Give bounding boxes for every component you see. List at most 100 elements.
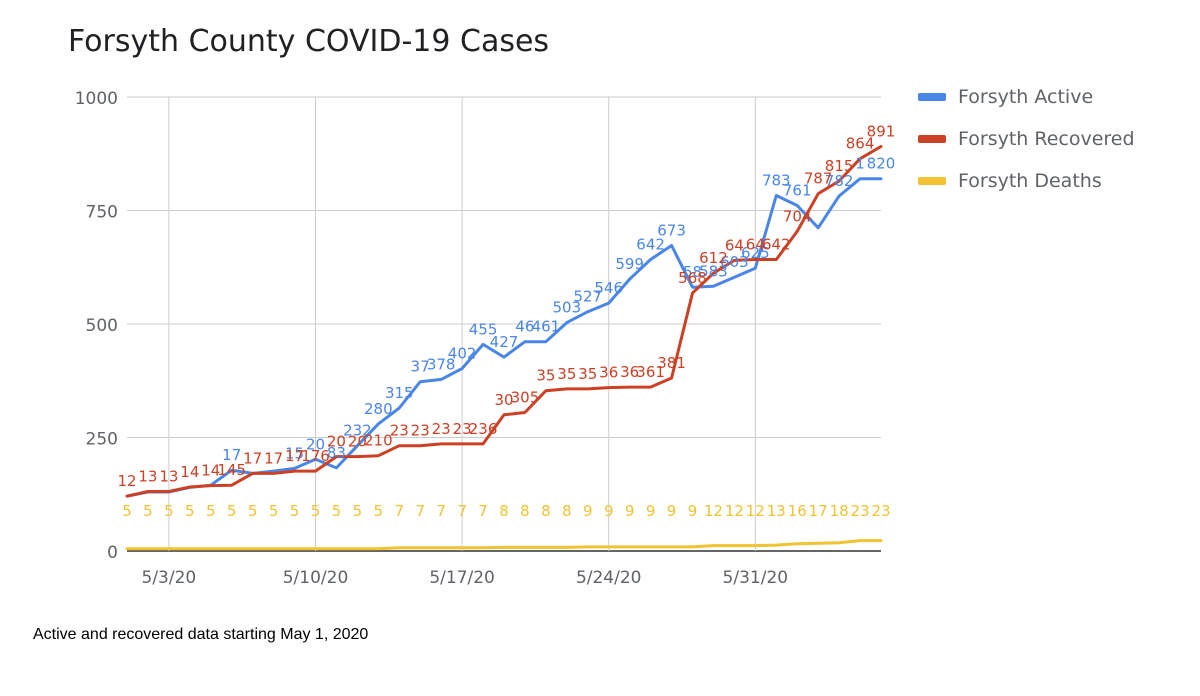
data-label: 20 bbox=[348, 433, 367, 451]
data-label: 625 bbox=[741, 244, 770, 262]
data-label: 20 bbox=[327, 433, 346, 451]
x-tick-label: 5/10/20 bbox=[283, 568, 349, 588]
legend-label: Forsyth Active bbox=[958, 86, 1094, 108]
data-label: 35 bbox=[557, 365, 576, 383]
data-label: 13 bbox=[138, 468, 157, 486]
data-label: 17 bbox=[243, 449, 262, 467]
data-label: 546 bbox=[594, 279, 623, 297]
data-label: 787 bbox=[804, 170, 833, 188]
data-label: 642 bbox=[636, 236, 665, 254]
footnote: Active and recovered data starting May 1… bbox=[33, 626, 369, 643]
data-label: 891 bbox=[867, 122, 896, 140]
data-label: 35 bbox=[536, 367, 555, 385]
data-label: 8 bbox=[520, 502, 530, 520]
data-label: 13 bbox=[767, 502, 786, 520]
data-label: 612 bbox=[699, 249, 728, 267]
data-label: 9 bbox=[583, 502, 593, 520]
data-label: 9 bbox=[646, 502, 656, 520]
x-tick-label: 5/17/20 bbox=[429, 568, 495, 588]
data-label: 12 bbox=[704, 502, 723, 520]
data-label: 783 bbox=[762, 172, 791, 190]
data-label: 14 bbox=[201, 462, 220, 480]
data-label: 8 bbox=[562, 502, 572, 520]
data-label: 5 bbox=[164, 502, 174, 520]
data-label: 64 bbox=[746, 236, 765, 254]
data-label: 7 bbox=[436, 502, 446, 520]
series-line-forsyth-recovered bbox=[125, 145, 883, 498]
data-label: 5 bbox=[353, 502, 363, 520]
data-label: 9 bbox=[667, 502, 677, 520]
series-lines bbox=[125, 145, 883, 551]
data-label: 36 bbox=[599, 364, 618, 382]
x-tick-label: 5/3/20 bbox=[142, 568, 197, 588]
data-label: 9 bbox=[688, 502, 698, 520]
data-label: 378 bbox=[427, 355, 456, 373]
data-label: 5 bbox=[290, 502, 300, 520]
data-label: 210 bbox=[364, 432, 393, 450]
y-tick-label: 250 bbox=[86, 430, 118, 450]
data-label: 455 bbox=[469, 320, 498, 338]
x-tick-label: 5/31/20 bbox=[723, 568, 789, 588]
y-tick-label: 750 bbox=[86, 203, 118, 223]
line-chart: 0 250 500 750 1000 5/3/20 5/10/20 5/17/20 5/24/2… bbox=[75, 89, 896, 588]
data-label: 20 bbox=[306, 435, 325, 453]
data-label: 704 bbox=[783, 207, 812, 225]
data-label: 8 bbox=[499, 502, 509, 520]
data-label: 315 bbox=[385, 384, 414, 402]
data-label: 12 bbox=[746, 502, 765, 520]
data-label: 1 bbox=[855, 155, 865, 173]
data-label: 5 bbox=[269, 502, 279, 520]
data-label: 232 bbox=[343, 422, 372, 440]
data-label: 7 bbox=[478, 502, 488, 520]
data-label: 5 bbox=[311, 502, 321, 520]
y-tick-label: 500 bbox=[86, 316, 118, 336]
data-label: 603 bbox=[720, 253, 749, 271]
data-label: 673 bbox=[657, 221, 686, 239]
data-label: 145 bbox=[217, 461, 246, 479]
data-label: 17 bbox=[222, 446, 241, 464]
data-label: 37 bbox=[411, 358, 430, 376]
data-label: 381 bbox=[657, 354, 686, 372]
data-label: 23 bbox=[871, 502, 890, 520]
data-label: 14 bbox=[180, 463, 199, 481]
data-label: 12 bbox=[117, 472, 136, 490]
data-label: 46 bbox=[515, 318, 534, 336]
legend-swatch bbox=[918, 135, 946, 143]
data-label: 12 bbox=[725, 502, 744, 520]
data-label: 13 bbox=[159, 468, 178, 486]
data-label: 7 bbox=[457, 502, 467, 520]
data-label: 599 bbox=[615, 255, 644, 273]
data-label: 5 bbox=[185, 502, 195, 520]
data-label: 17 bbox=[285, 447, 304, 465]
data-label: 583 bbox=[699, 262, 728, 280]
data-label: 17 bbox=[809, 502, 828, 520]
data-label: 461 bbox=[532, 318, 561, 336]
data-label: 9 bbox=[625, 502, 635, 520]
data-label: 23 bbox=[851, 502, 870, 520]
data-label: 280 bbox=[364, 400, 393, 418]
data-label: 176 bbox=[301, 447, 330, 465]
data-label: 642 bbox=[762, 236, 791, 254]
data-label: 5 bbox=[374, 502, 384, 520]
legend-swatch bbox=[918, 177, 946, 185]
data-label: 7 bbox=[395, 502, 405, 520]
data-label: 503 bbox=[553, 299, 582, 317]
data-label: 83 bbox=[327, 444, 346, 462]
data-label: 15 bbox=[285, 444, 304, 462]
y-tick-label: 1000 bbox=[75, 89, 118, 109]
data-label: 23 bbox=[411, 422, 430, 440]
x-tick-label: 5/24/20 bbox=[576, 568, 642, 588]
data-label: 18 bbox=[830, 502, 849, 520]
data-label: 815 bbox=[825, 157, 854, 175]
axes: 0 250 500 750 1000 5/3/20 5/10/20 5/17/20 5/24/2… bbox=[75, 89, 788, 588]
data-label: 7 bbox=[415, 502, 425, 520]
data-label: 361 bbox=[636, 363, 665, 381]
data-label: 5 bbox=[248, 502, 258, 520]
data-label: 402 bbox=[448, 344, 477, 362]
data-label: 5 bbox=[122, 502, 132, 520]
data-label: 864 bbox=[846, 135, 875, 153]
data-label: 5 bbox=[227, 502, 237, 520]
data-label: 58 bbox=[683, 263, 702, 281]
data-label: 9 bbox=[604, 502, 614, 520]
